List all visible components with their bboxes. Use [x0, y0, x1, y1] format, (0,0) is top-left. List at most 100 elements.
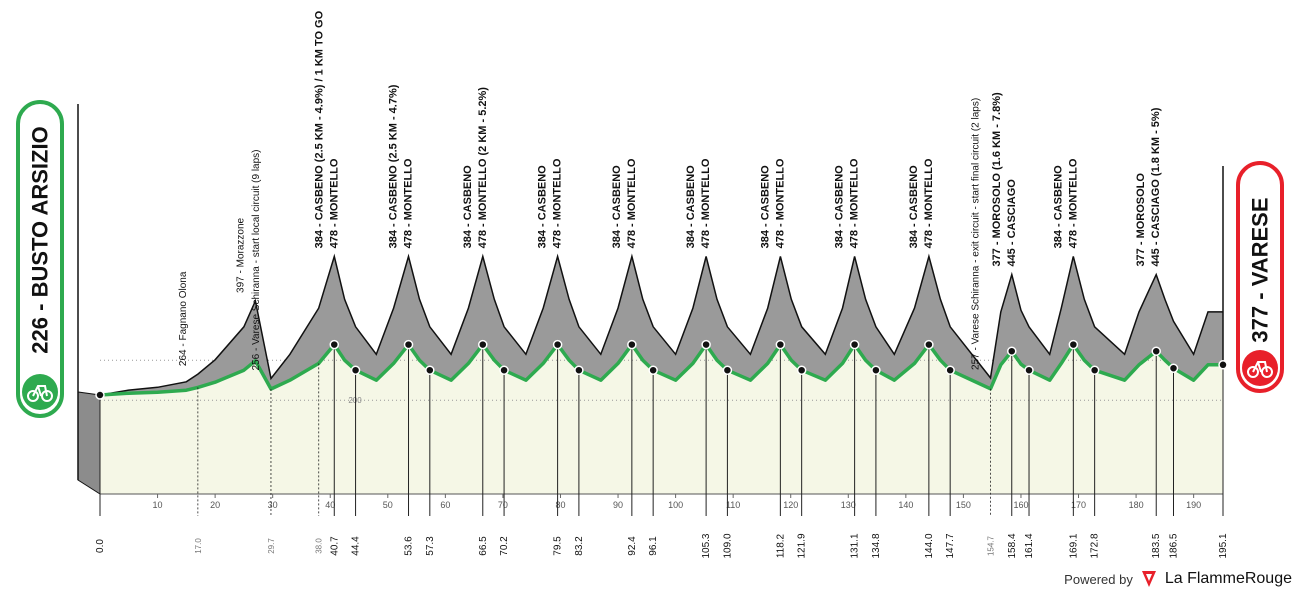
km-marker-label: 29.7	[267, 538, 276, 554]
km-marker-label: 161.4	[1024, 533, 1035, 558]
km-marker-dot	[1089, 365, 1100, 375]
climb-annotation-label: 264 - Fagnano Olona	[178, 271, 189, 366]
relief-layer	[77, 104, 1224, 495]
km-marker-dot	[1068, 339, 1079, 350]
x-axis-tick-label: 60	[440, 500, 450, 510]
profile-top-outline	[99, 253, 1223, 396]
climb-annotation-label: 384 - CASBENO	[908, 165, 920, 249]
km-marker-dot	[350, 365, 361, 375]
km-marker-label: 186.5	[1168, 533, 1179, 558]
km-marker-label: 183.5	[1151, 533, 1162, 558]
x-axis-tick-label: 170	[1071, 500, 1086, 510]
km-marker-label: 134.8	[871, 533, 882, 558]
x-axis-tick-label: 100	[668, 500, 683, 510]
x-axis-tick-label: 150	[956, 500, 971, 510]
km-marker-dot	[627, 339, 637, 350]
x-axis-tick-label: 10	[153, 500, 163, 510]
climb-annotation-label: 384 - CASBENO (2.5 KM - 4.9%) / 1 KM TO …	[313, 10, 325, 248]
km-marker-dot	[1151, 346, 1161, 356]
climb-annotation-label: 478 - MONTELLO	[923, 158, 935, 248]
km-marker-dot	[701, 339, 711, 350]
climb-annotation-label: 384 - CASBENO	[759, 165, 771, 249]
climb-annotation-label: 478 - MONTELLO	[700, 158, 712, 248]
footer: Powered by La FlammeRouge	[1064, 570, 1292, 588]
profile-fill-layer	[100, 344, 1223, 494]
x-axis-tick-label: 80	[555, 500, 565, 510]
km-marker-label: 195.1	[1218, 533, 1229, 558]
km-marker-dot	[849, 339, 860, 350]
km-marker-dot	[425, 365, 435, 375]
climb-annotation-label: 445 - CASCIAGO (1.8 KM - 5%)	[1150, 107, 1162, 266]
x-axis-tick-label: 20	[210, 500, 220, 510]
km-tick-layer: 10 20 30 40 50 60 70 80 90 100 110 120 130 140 150 160 1…	[95, 339, 1229, 559]
climb-annotation-label: 384 - CASBENO	[685, 165, 697, 249]
climb-annotation-label: 377 - MOROSOLO	[1135, 173, 1147, 267]
climb-annotation-label: 478 - MONTELLO	[849, 158, 861, 248]
start-badge: 226 - BUSTO ARSIZIO	[16, 100, 64, 418]
km-marker-label: 92.4	[627, 536, 638, 556]
finish-bike-glyph	[1247, 361, 1273, 378]
x-axis-tick-label: 190	[1186, 500, 1201, 510]
climb-annotation-label: 257 - Varese Schiranna - exit circuit - …	[970, 98, 981, 370]
climb-annotation-label: 384 - CASBENO (2.5 KM - 4.7%)	[388, 84, 400, 248]
km-marker-label: 38.0	[315, 538, 324, 554]
finish-badge: 377 - VARESE	[1236, 161, 1284, 393]
km-marker-label: 118.2	[775, 533, 786, 558]
km-marker-label: 154.7	[986, 535, 995, 556]
climb-annotation-label: 384 - CASBENO	[834, 165, 846, 249]
km-marker-dot	[1218, 360, 1228, 370]
km-marker-label: 57.3	[425, 536, 436, 556]
flamme-rouge-logo-icon	[1141, 571, 1156, 587]
x-axis-tick-label: 120	[783, 500, 798, 510]
km-marker-label: 109.0	[722, 533, 733, 558]
climb-annotation-label: 397 - Morazzone	[235, 217, 246, 292]
km-marker-dot	[1024, 365, 1034, 375]
climb-annotation-label: 478 - MONTELLO	[552, 158, 564, 248]
x-axis-tick-label: 110	[726, 500, 740, 510]
km-marker-label: 83.2	[574, 536, 585, 556]
finish-label: 377 - VARESE	[1248, 197, 1273, 342]
x-axis-tick-label: 180	[1129, 500, 1144, 510]
climb-annotation-label: 478 - MONTELLO	[328, 158, 340, 248]
x-axis-tick-label: 90	[613, 500, 623, 510]
climb-annotation-label: 384 - CASBENO	[537, 165, 549, 249]
brand-name: La FlammeRouge	[1164, 570, 1292, 587]
start-bike-glyph	[27, 385, 53, 402]
km-marker-dot	[871, 365, 881, 375]
climb-annotation-label: 478 - MONTELLO	[774, 158, 786, 248]
km-marker-dot	[1007, 346, 1017, 356]
km-marker-dot	[1168, 363, 1179, 373]
x-axis-tick-label: 140	[898, 500, 913, 510]
profile-fill-area	[100, 344, 1223, 494]
km-marker-dot	[924, 339, 934, 350]
km-marker-label: 66.5	[478, 536, 489, 556]
km-marker-dot	[775, 339, 786, 350]
km-marker-label: 131.1	[850, 533, 861, 558]
start-wall	[77, 391, 101, 495]
km-marker-label: 158.4	[1007, 533, 1018, 558]
climb-annotation-label: 478 - MONTELLO (2 KM - 5.2%)	[477, 87, 489, 249]
climb-annotation-label: 478 - MONTELLO	[626, 158, 638, 248]
km-marker-label: 144.0	[924, 533, 935, 558]
km-marker-dot	[945, 365, 955, 375]
start-label: 226 - BUSTO ARSIZIO	[28, 126, 53, 353]
km-marker-label: 79.5	[553, 536, 564, 556]
km-marker-label: 0.0	[95, 539, 106, 553]
profile-road-line	[99, 342, 1223, 397]
climb-annotation-label: 384 - CASBENO	[462, 165, 474, 249]
km-marker-dot	[329, 339, 340, 350]
km-marker-label: 53.6	[404, 536, 415, 556]
km-marker-dot	[499, 365, 509, 375]
km-marker-label: 44.4	[351, 536, 362, 556]
km-marker-label: 17.0	[194, 538, 203, 554]
annotation-layer: 264 - Fagnano Olona 397 - Morazzone 256 - …	[178, 10, 1162, 370]
km-marker-dot	[796, 365, 807, 375]
km-marker-label: 96.1	[648, 536, 659, 556]
km-marker-dot	[574, 365, 584, 375]
km-marker-label: 121.9	[797, 533, 808, 558]
climb-annotation-label: 478 - MONTELLO	[403, 158, 415, 248]
km-marker-dot	[403, 339, 414, 350]
x-axis-tick-label: 130	[841, 500, 856, 510]
km-marker-dot	[95, 390, 105, 400]
